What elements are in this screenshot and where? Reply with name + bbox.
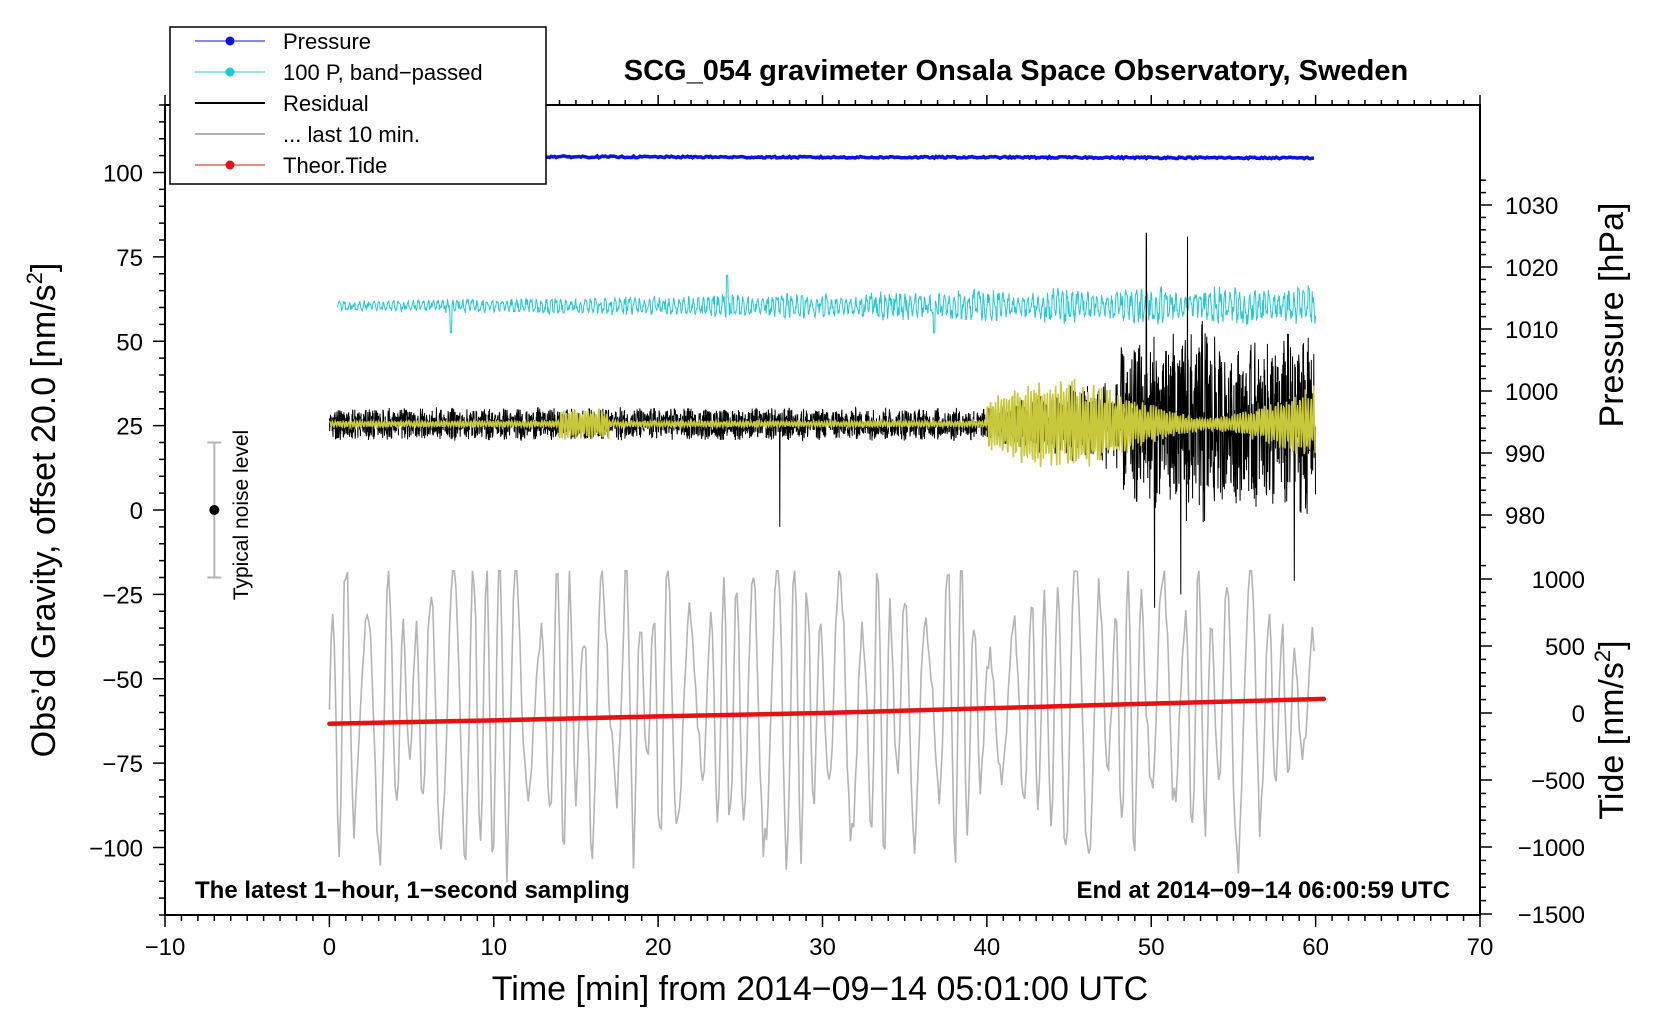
y-axis-label-exp: 2 bbox=[22, 272, 47, 284]
x-tick-label: −10 bbox=[145, 934, 186, 961]
legend-marker bbox=[225, 67, 235, 77]
y-axis-label: Obs’d Gravity, offset 20.0 [nm/s2] bbox=[22, 263, 63, 758]
y-tick-label: −50 bbox=[102, 667, 143, 694]
tide-tick-label: −1500 bbox=[1518, 902, 1585, 929]
tide-tick-label: −500 bbox=[1531, 768, 1585, 795]
tide-axis-label-main: Tide [nm/s bbox=[1593, 662, 1631, 819]
legend-box bbox=[169, 26, 547, 185]
plot-frame bbox=[164, 104, 1481, 916]
tide-axis-label-tail: ] bbox=[1593, 640, 1631, 649]
pressure-axis-label: Pressure [hPa] bbox=[1593, 203, 1631, 428]
y-tick-label: −25 bbox=[102, 582, 143, 609]
y-axis-label-main: Obs’d Gravity, offset 20.0 [nm/s bbox=[25, 284, 63, 757]
x-tick-label: 20 bbox=[645, 934, 672, 961]
y-tick-label: −100 bbox=[89, 836, 143, 863]
tide-tick-label: −1000 bbox=[1518, 835, 1585, 862]
tide-axis-label-exp: 2 bbox=[1590, 650, 1615, 662]
x-tick-label: 50 bbox=[1138, 934, 1165, 961]
y-axis-right: 980 990 1000 1010 1020 1030 −1500 −1000 −500 0 500… bbox=[1480, 179, 1585, 929]
y-tick-label: 50 bbox=[116, 329, 143, 356]
x-tick-label: 40 bbox=[974, 934, 1001, 961]
y-axis-label-tail: ] bbox=[25, 263, 63, 272]
noise-level-label: Typical noise level bbox=[230, 430, 253, 600]
legend-label: Pressure bbox=[283, 29, 371, 54]
y-tick-label: −75 bbox=[102, 751, 143, 778]
x-tick-label: 10 bbox=[480, 934, 507, 961]
residual-smoothed-line bbox=[329, 378, 1316, 468]
legend-label: Residual bbox=[283, 91, 369, 116]
x-tick-label: 30 bbox=[809, 934, 836, 961]
pressure-tick-label: 1010 bbox=[1505, 317, 1558, 344]
legend-marker bbox=[225, 36, 235, 46]
tide-tick-label: 500 bbox=[1545, 634, 1585, 661]
x-axis: −10 0 10 20 30 40 50 60 70 bbox=[145, 95, 1494, 961]
noise-bar-center-dot bbox=[209, 505, 220, 515]
pressure-tick-label: 1020 bbox=[1505, 255, 1558, 282]
y-tick-label: 100 bbox=[103, 161, 143, 188]
tide-tick-label: 1000 bbox=[1532, 567, 1585, 594]
noise-level-bar bbox=[207, 441, 222, 579]
annotation-sampling: The latest 1−hour, 1−second sampling bbox=[195, 877, 630, 904]
y-tick-label: 0 bbox=[130, 498, 143, 525]
annotation-end-time: End at 2014−09−14 06:00:59 UTC bbox=[1076, 877, 1450, 904]
x-tick-label: 0 bbox=[323, 934, 336, 961]
pressure-tick-label: 1030 bbox=[1505, 193, 1558, 220]
theoretical-tide-line bbox=[327, 696, 1327, 726]
pressure-tick-label: 1000 bbox=[1505, 379, 1558, 406]
legend-label: 100 P, band−passed bbox=[283, 60, 483, 85]
y-tick-label: 75 bbox=[116, 245, 143, 272]
pressure-tick-label: 980 bbox=[1505, 503, 1545, 530]
tide-axis-label: Tide [nm/s2] bbox=[1590, 640, 1631, 819]
legend-label: ... last 10 min. bbox=[283, 122, 420, 147]
chart-title: SCG_054 gravimeter Onsala Space Observat… bbox=[624, 55, 1408, 87]
legend: Pressure 100 P, band−passed Residual ... la… bbox=[169, 26, 547, 185]
last-10-min-line bbox=[328, 569, 1315, 883]
pressure-tick-label: 990 bbox=[1505, 441, 1545, 468]
legend-label: Theor.Tide bbox=[283, 153, 387, 178]
y-tick-label: 25 bbox=[116, 414, 143, 441]
tide-tick-label: 0 bbox=[1572, 701, 1585, 728]
band-passed-pressure-line bbox=[337, 274, 1317, 334]
x-tick-label: 70 bbox=[1467, 934, 1494, 961]
x-tick-label: 60 bbox=[1302, 934, 1329, 961]
x-axis-label: Time [min] from 2014−09−14 05:01:00 UTC bbox=[492, 970, 1148, 1008]
legend-marker bbox=[225, 160, 235, 170]
y-axis-gravity: −100 −75 −50 −25 0 25 50 75 100 bbox=[89, 104, 165, 916]
